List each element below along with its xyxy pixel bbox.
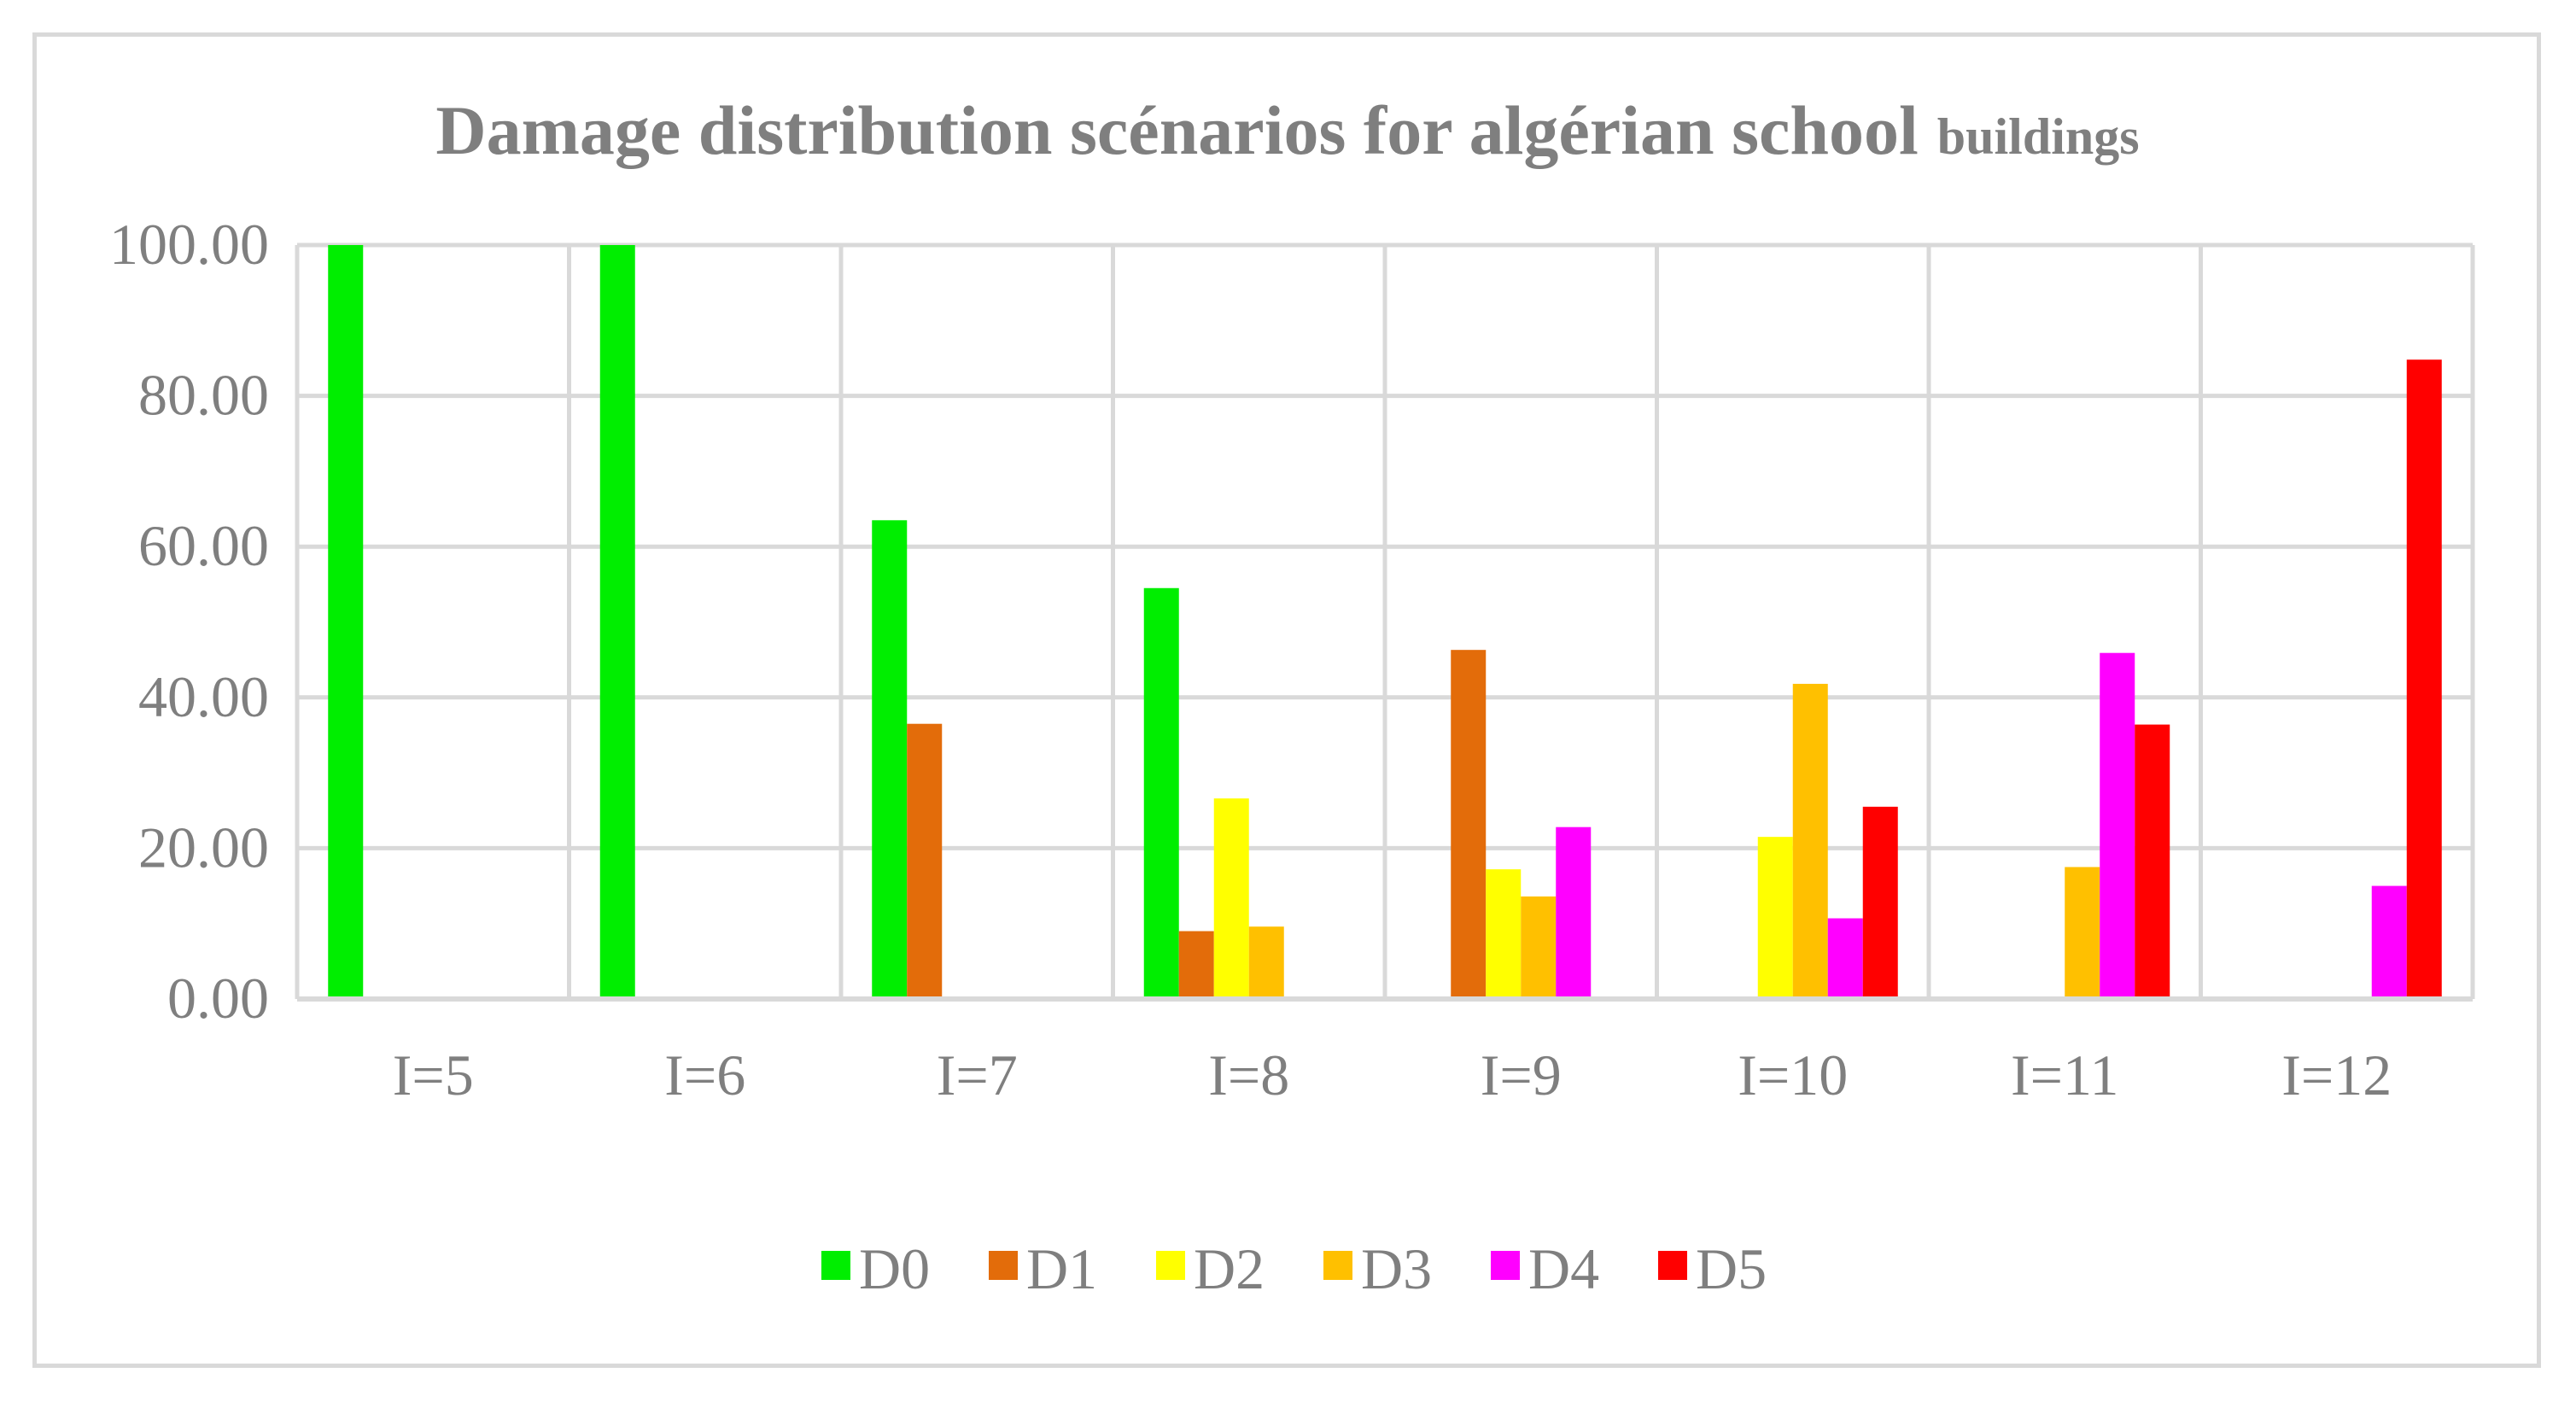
legend-swatch-d0 bbox=[821, 1251, 850, 1280]
legend-label-d3: D3 bbox=[1361, 1236, 1432, 1301]
legend-label-d5: D5 bbox=[1696, 1236, 1767, 1301]
bar-d4 bbox=[2371, 885, 2407, 999]
y-tick-label: 40.00 bbox=[138, 664, 269, 729]
chart-title: Damage distribution scénarios for algéri… bbox=[435, 91, 2139, 169]
bar-d5 bbox=[2135, 724, 2170, 999]
bar-d1 bbox=[1178, 931, 1214, 999]
legend-label-d4: D4 bbox=[1528, 1236, 1599, 1301]
y-tick-label: 0.00 bbox=[167, 966, 269, 1031]
y-tick-label: 80.00 bbox=[138, 363, 269, 428]
legend-label-d0: D0 bbox=[859, 1236, 930, 1301]
legend: D0 D1 D2 D3 D4 D5 bbox=[821, 1236, 1767, 1301]
y-tick-label: 60.00 bbox=[138, 513, 269, 578]
bar-d1 bbox=[907, 723, 943, 999]
bar-d0 bbox=[599, 245, 635, 999]
bar-d5 bbox=[1862, 806, 1898, 999]
bar-d0 bbox=[872, 520, 908, 999]
bar-d1 bbox=[1451, 650, 1487, 999]
legend-swatch-d2 bbox=[1156, 1251, 1185, 1280]
legend-label-d2: D2 bbox=[1194, 1236, 1265, 1301]
chart-title-suffix: buildings bbox=[1937, 108, 2140, 165]
y-tick-label: 20.00 bbox=[138, 815, 269, 879]
x-tick-label: I=12 bbox=[2281, 1043, 2392, 1107]
bar-d4 bbox=[1556, 827, 1592, 999]
bar-d3 bbox=[2065, 867, 2100, 999]
x-tick-label: I=10 bbox=[1738, 1043, 1848, 1107]
x-tick-label: I=7 bbox=[937, 1043, 1018, 1107]
x-tick-label: I=8 bbox=[1208, 1043, 1289, 1107]
legend-label-d1: D1 bbox=[1026, 1236, 1097, 1301]
x-tick-label: I=6 bbox=[664, 1043, 745, 1107]
legend-swatch-d4 bbox=[1491, 1251, 1520, 1280]
legend-swatch-d5 bbox=[1658, 1251, 1687, 1280]
bar-d4 bbox=[2100, 652, 2135, 999]
y-tick-label: 100.00 bbox=[109, 212, 269, 277]
bar-d2 bbox=[1486, 869, 1522, 999]
bar-d0 bbox=[1143, 587, 1179, 999]
x-tick-label: I=9 bbox=[1481, 1043, 1562, 1107]
bar-d2 bbox=[1757, 837, 1793, 999]
x-tick-label: I=11 bbox=[2011, 1043, 2118, 1107]
bar-d3 bbox=[1248, 926, 1284, 999]
bar-d3 bbox=[1521, 896, 1557, 999]
bar-d2 bbox=[1213, 798, 1249, 999]
bars bbox=[328, 245, 2442, 999]
bar-d3 bbox=[1792, 683, 1828, 999]
bar-d0 bbox=[328, 245, 364, 999]
chart-title-main: Damage distribution scénarios for algéri… bbox=[435, 91, 1918, 169]
legend-swatch-d1 bbox=[989, 1251, 1018, 1280]
x-tick-label: I=5 bbox=[393, 1043, 474, 1107]
legend-swatch-d3 bbox=[1323, 1251, 1352, 1280]
bar-d5 bbox=[2406, 359, 2442, 999]
axes: 0.00 20.00 40.00 60.00 80.00 100.00 I=5 I=6 I=7 I… bbox=[109, 212, 2473, 1107]
bar-d4 bbox=[1827, 918, 1863, 999]
